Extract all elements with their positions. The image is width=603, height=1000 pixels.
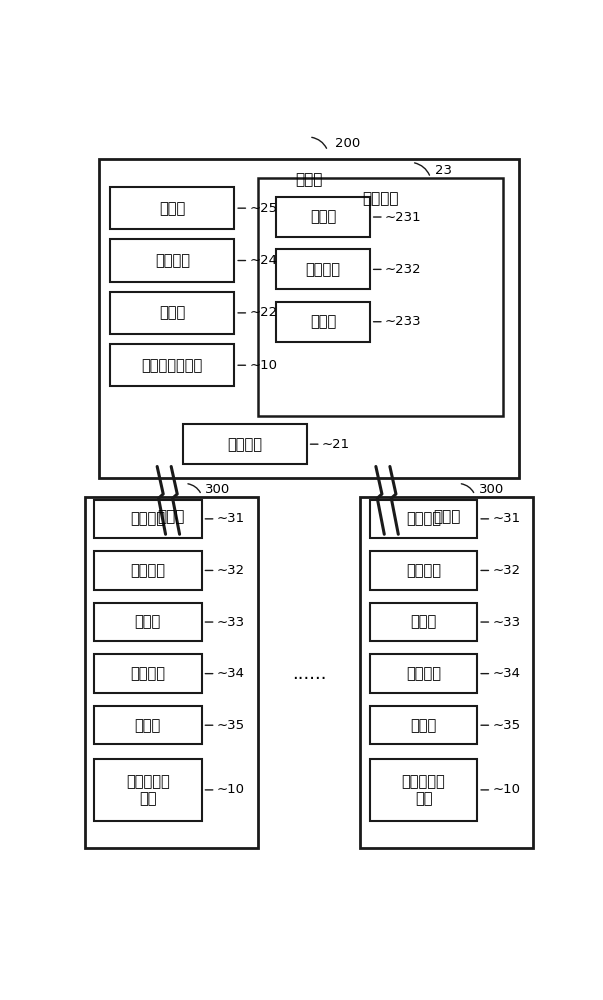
Bar [370,759,478,821]
Bar [94,654,201,693]
Text: 显示屏: 显示屏 [159,305,186,320]
Text: ∼32: ∼32 [216,564,245,577]
Text: 23: 23 [435,164,452,177]
Bar [94,551,201,590]
Bar [370,603,478,641]
Bar [94,706,201,744]
Bar [94,500,201,538]
Text: ∼21: ∼21 [321,438,350,451]
Text: ∼10: ∼10 [216,783,244,796]
Text: 处理器: 处理器 [159,201,186,216]
Bar [370,551,478,590]
Text: 处理器: 处理器 [411,718,437,733]
Text: 200: 200 [335,137,360,150]
Text: ∼232: ∼232 [385,263,421,276]
Text: ∼33: ∼33 [492,616,520,629]
Bar [276,302,370,342]
Text: 存储设备: 存储设备 [130,666,165,681]
Text: 闪光灯控制
系统: 闪光灯控制 系统 [402,774,446,806]
Text: ......: ...... [292,665,326,683]
Text: 感光元件: 感光元件 [306,262,341,277]
Text: 成像装置: 成像装置 [362,192,399,207]
Text: 300: 300 [205,483,230,496]
Text: ∼231: ∼231 [385,211,421,224]
Text: ∼10: ∼10 [492,783,520,796]
Bar [370,706,478,744]
Text: ∼31: ∼31 [492,512,520,525]
Bar [276,197,370,237]
Bar [94,603,201,641]
Text: 通信装置: 通信装置 [406,511,441,526]
Text: 闪光灯: 闪光灯 [310,314,336,329]
Bar [183,424,307,464]
Bar [276,249,370,289]
Text: 感光元件: 感光元件 [406,563,441,578]
Bar [370,500,478,538]
Bar [110,344,235,386]
Text: ∼31: ∼31 [216,512,245,525]
Text: 主终端: 主终端 [295,172,323,187]
Text: 感光元件: 感光元件 [130,563,165,578]
Bar [361,497,534,848]
Text: ∼33: ∼33 [216,616,245,629]
Text: ∼22: ∼22 [249,306,277,319]
Bar [110,187,235,229]
Text: ∼35: ∼35 [492,719,520,732]
Text: 通信装置: 通信装置 [130,511,165,526]
Bar [110,239,235,282]
Text: 存储设备: 存储设备 [406,666,441,681]
Text: 闪光灯控制系统: 闪光灯控制系统 [142,358,203,373]
Text: 辅终端: 辅终端 [433,509,461,524]
Bar [94,759,201,821]
Text: ∼25: ∼25 [249,202,277,215]
Text: ∼24: ∼24 [249,254,277,267]
Text: 摄像头: 摄像头 [310,210,336,225]
Text: ∼35: ∼35 [216,719,245,732]
Text: 300: 300 [479,483,504,496]
Text: 闪光灯: 闪光灯 [134,615,161,630]
Text: 通信装置: 通信装置 [227,437,262,452]
Text: ∼233: ∼233 [385,315,421,328]
Bar [84,497,257,848]
Text: 闪光灯控制
系统: 闪光灯控制 系统 [126,774,169,806]
Bar [99,158,519,478]
Text: ∼34: ∼34 [492,667,520,680]
Bar [370,654,478,693]
Text: 处理器: 处理器 [134,718,161,733]
Text: ∼34: ∼34 [216,667,244,680]
Bar [257,178,503,416]
Text: ∼10: ∼10 [249,359,277,372]
Text: 存储设备: 存储设备 [155,253,190,268]
Text: ∼32: ∼32 [492,564,520,577]
Text: 闪光灯: 闪光灯 [411,615,437,630]
Text: 辅终端: 辅终端 [157,509,185,524]
Bar [110,292,235,334]
